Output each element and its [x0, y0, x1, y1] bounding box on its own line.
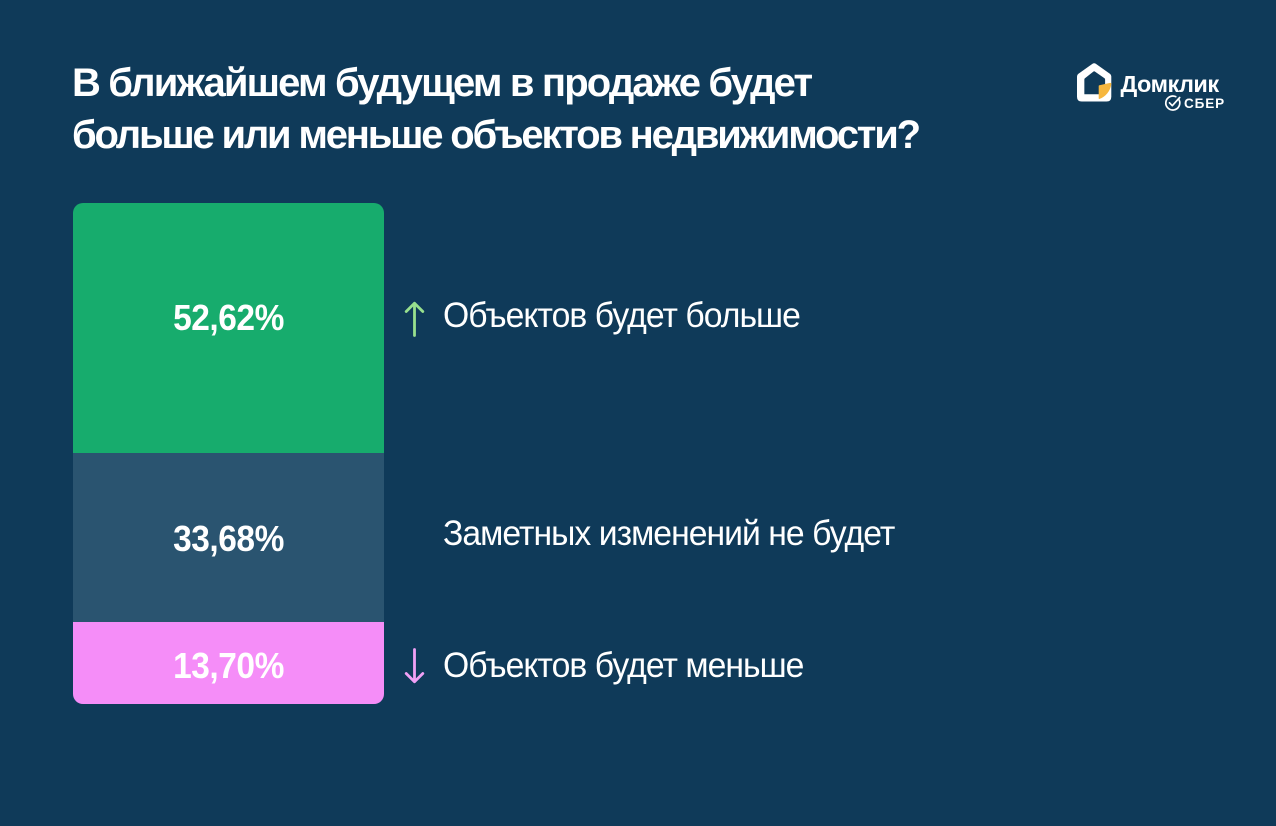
svg-text:СБЕР: СБЕР	[1184, 96, 1225, 111]
svg-text:Домклик: Домклик	[1121, 71, 1220, 97]
